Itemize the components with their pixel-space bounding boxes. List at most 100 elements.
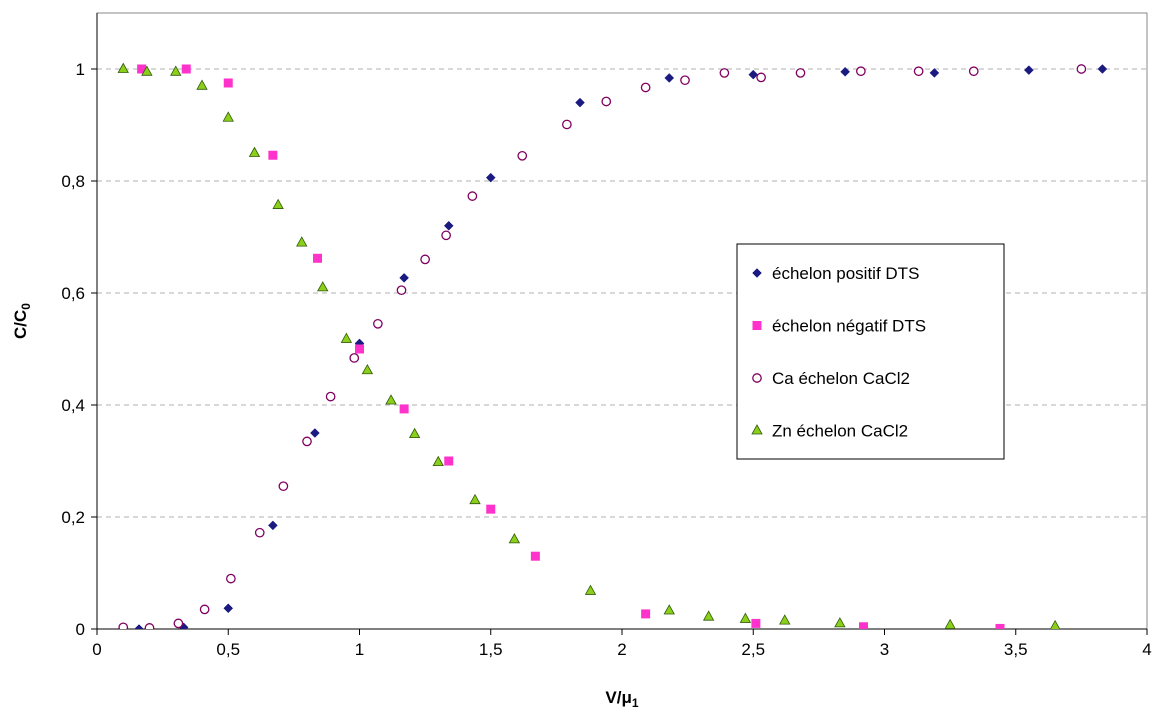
y-tick-label: 0,4 xyxy=(61,396,85,415)
data-point xyxy=(340,332,353,343)
y-tick-label: 1 xyxy=(76,60,85,79)
data-point xyxy=(444,456,454,466)
legend: échelon positif DTS échelon négatif DTS Ca… xyxy=(736,243,1005,460)
data-point xyxy=(361,363,374,375)
data-point xyxy=(467,191,478,201)
data-point xyxy=(751,618,761,628)
data-point xyxy=(278,481,289,492)
data-point xyxy=(248,146,261,157)
data-point xyxy=(432,455,444,467)
data-point xyxy=(181,64,191,74)
data-point xyxy=(663,604,675,615)
y-axis-title-subscript: 0 xyxy=(19,303,33,310)
data-point xyxy=(441,230,451,241)
data-point xyxy=(385,394,397,405)
data-points xyxy=(117,62,1108,629)
x-tick-label: 0 xyxy=(92,640,101,659)
x-tick-label: 2,5 xyxy=(741,640,765,659)
data-point xyxy=(317,281,329,292)
data-point xyxy=(859,622,868,629)
legend-entry-label: échelon positif DTS xyxy=(772,264,919,283)
data-point xyxy=(223,603,234,614)
data-point xyxy=(1050,619,1061,629)
y-axis-title: C/C0 xyxy=(11,303,33,339)
data-point xyxy=(739,612,752,623)
data-point xyxy=(702,610,715,621)
data-point xyxy=(995,623,1005,629)
x-axis-title-main: V/μ xyxy=(605,688,631,707)
series-2 xyxy=(137,64,1005,629)
y-axis-ticks: 0 0,2 0,4 0,6 0,8 1 xyxy=(61,60,97,639)
data-point xyxy=(173,618,184,629)
data-point xyxy=(1097,64,1108,74)
data-point xyxy=(1024,65,1034,75)
data-point xyxy=(913,66,924,77)
data-point xyxy=(968,66,979,77)
legend-entry-label: échelon négatif DTS xyxy=(772,317,926,336)
data-point xyxy=(1076,64,1087,74)
x-tick-label: 1,5 xyxy=(479,640,503,659)
data-point xyxy=(118,622,129,629)
data-point xyxy=(325,391,336,402)
data-point xyxy=(226,573,236,584)
data-point xyxy=(396,285,407,296)
data-point xyxy=(719,68,730,78)
x-tick-label: 4 xyxy=(1142,640,1151,659)
legend-entry-label: Zn échelon CaCl2 xyxy=(772,422,908,441)
x-axis-ticks: 0 0,5 1 1,5 2 2,5 3 3,5 4 xyxy=(92,629,1152,659)
x-axis-title: V/μ1 xyxy=(605,688,638,710)
y-tick-label: 0,2 xyxy=(61,508,85,527)
data-point xyxy=(420,254,430,265)
x-tick-label: 1 xyxy=(355,640,364,659)
data-point xyxy=(349,353,360,363)
x-tick-label: 0,5 xyxy=(216,640,240,659)
legend-marker xyxy=(752,321,762,330)
data-point xyxy=(117,62,129,73)
data-point xyxy=(680,75,690,86)
data-point xyxy=(840,66,850,77)
data-point xyxy=(641,609,651,619)
data-point xyxy=(779,614,791,625)
data-point xyxy=(199,604,210,615)
data-point xyxy=(399,273,409,283)
x-axis-title-subscript: 1 xyxy=(632,696,639,710)
data-point xyxy=(756,72,766,83)
x-tick-label: 3 xyxy=(880,640,889,659)
data-point xyxy=(254,527,265,538)
data-point xyxy=(373,318,383,329)
data-point xyxy=(223,78,233,88)
data-point xyxy=(313,253,322,263)
data-point xyxy=(141,65,153,76)
data-point xyxy=(196,79,208,90)
data-point xyxy=(144,623,155,629)
legend-entry-label: Ca échelon CaCl2 xyxy=(772,369,910,388)
y-tick-label: 0 xyxy=(76,620,85,639)
data-point xyxy=(302,436,312,447)
data-point xyxy=(443,220,454,231)
data-point xyxy=(310,428,320,438)
data-point xyxy=(944,618,956,629)
data-point xyxy=(486,504,496,514)
data-point xyxy=(134,624,144,629)
data-point xyxy=(748,69,759,80)
y-tick-label: 0,8 xyxy=(61,172,85,191)
data-point xyxy=(834,617,846,628)
data-point xyxy=(272,198,284,209)
data-point xyxy=(517,150,528,161)
data-point xyxy=(664,73,675,83)
x-tick-label: 3,5 xyxy=(1004,640,1028,659)
x-tick-label: 2 xyxy=(617,640,626,659)
data-point xyxy=(399,404,409,414)
series-3 xyxy=(118,64,1087,629)
data-point xyxy=(222,111,234,122)
series-4 xyxy=(117,62,1061,629)
data-point xyxy=(268,150,278,160)
data-point xyxy=(268,520,278,531)
data-point xyxy=(408,427,421,439)
data-point xyxy=(296,236,308,247)
data-point xyxy=(856,66,866,77)
legend-marker xyxy=(752,373,762,383)
legend-marker xyxy=(752,268,762,278)
data-point xyxy=(929,68,940,78)
